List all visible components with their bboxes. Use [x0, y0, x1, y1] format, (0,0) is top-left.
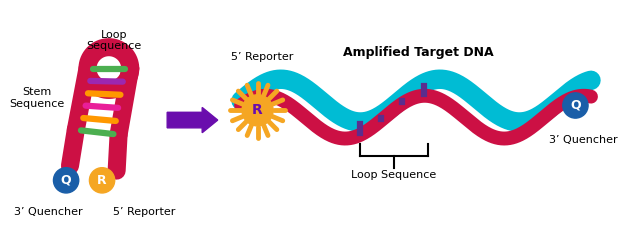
Text: 5’ Reporter: 5’ Reporter — [231, 52, 294, 62]
Text: R: R — [97, 174, 107, 187]
Circle shape — [242, 95, 273, 126]
Text: 3’ Quencher: 3’ Quencher — [14, 208, 83, 217]
Text: 5’ Reporter: 5’ Reporter — [113, 208, 175, 217]
FancyArrow shape — [167, 108, 218, 133]
Text: Loop Sequence: Loop Sequence — [351, 170, 436, 180]
Text: Loop
Sequence: Loop Sequence — [86, 30, 141, 51]
Text: R: R — [252, 103, 263, 117]
Circle shape — [89, 168, 115, 193]
Circle shape — [563, 93, 588, 118]
Text: 3’ Quencher: 3’ Quencher — [549, 135, 618, 145]
Text: Q: Q — [61, 174, 71, 187]
Text: Amplified Target DNA: Amplified Target DNA — [343, 46, 494, 59]
Text: Q: Q — [570, 99, 581, 112]
Text: Stem
Sequence: Stem Sequence — [9, 87, 64, 109]
Circle shape — [53, 168, 79, 193]
